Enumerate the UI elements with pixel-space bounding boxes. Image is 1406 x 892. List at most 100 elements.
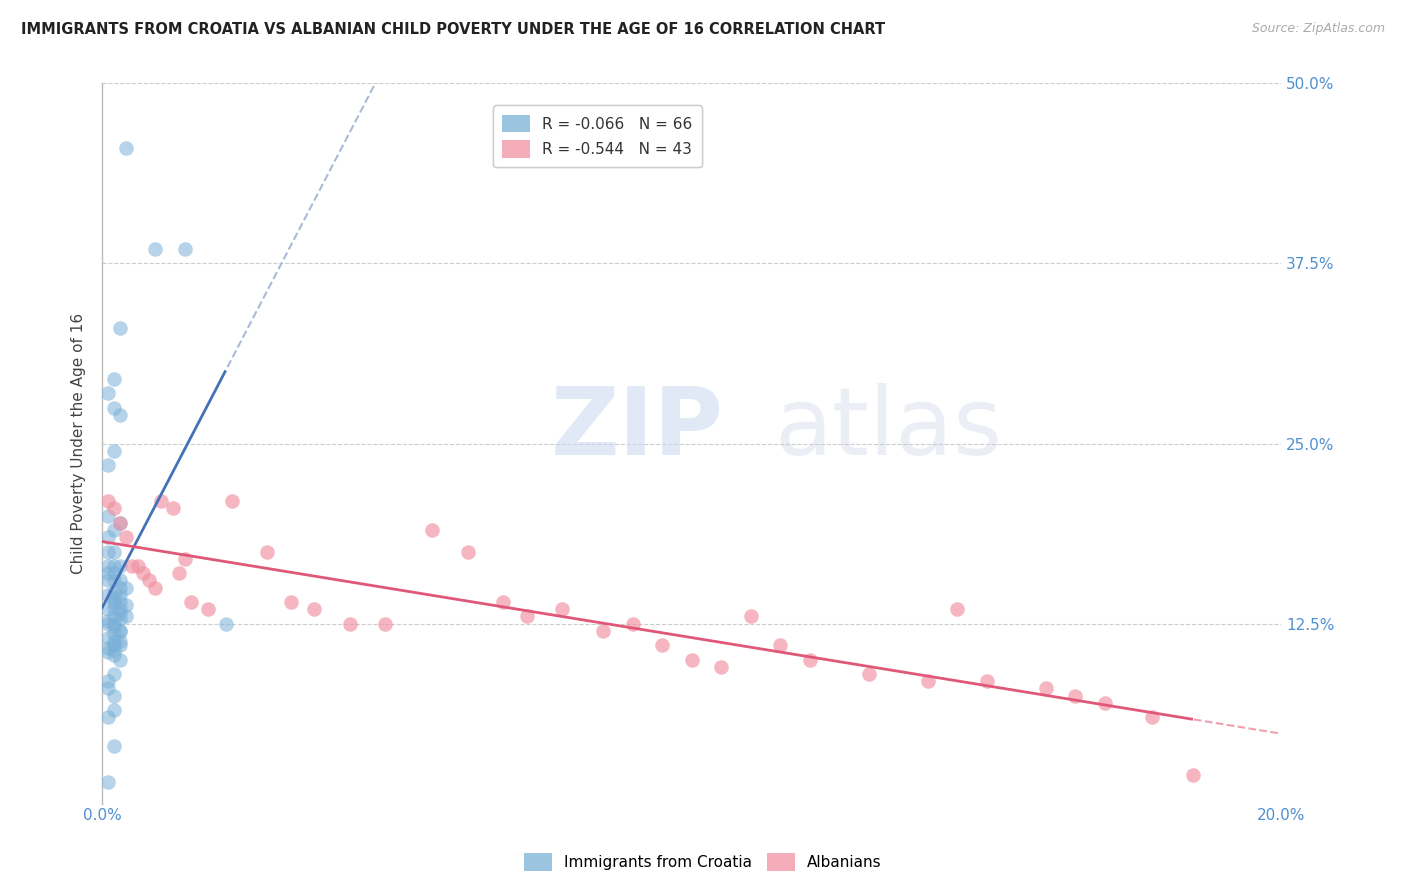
Point [108, 588, 131, 602]
Point [651, 638, 673, 652]
Point [108, 516, 131, 530]
Point [143, 581, 166, 595]
Point [1035, 681, 1057, 696]
Text: IMMIGRANTS FROM CROATIA VS ALBANIAN CHILD POVERTY UNDER THE AGE OF 16 CORRELATIO: IMMIGRANTS FROM CROATIA VS ALBANIAN CHIL… [21, 22, 886, 37]
Point [121, 558, 143, 573]
Point [108, 633, 131, 648]
Point [108, 612, 131, 626]
Point [108, 652, 131, 666]
Point [97, 641, 120, 656]
Point [97, 631, 120, 645]
Point [167, 566, 190, 581]
Point [108, 516, 131, 530]
Point [138, 574, 160, 588]
Point [97, 558, 120, 573]
Point [103, 648, 125, 663]
Y-axis label: Child Poverty Under the Age of 16: Child Poverty Under the Age of 16 [72, 313, 86, 574]
Point [256, 544, 278, 558]
Point [97, 386, 120, 401]
Point [97, 588, 120, 602]
Point [97, 710, 120, 724]
Point [103, 591, 125, 605]
Point [108, 638, 131, 652]
Point [516, 609, 538, 624]
Point [374, 616, 396, 631]
Point [621, 616, 644, 631]
Point [1094, 696, 1116, 710]
Point [1140, 710, 1163, 724]
Point [103, 566, 125, 581]
Point [740, 609, 762, 624]
Point [103, 626, 125, 640]
Text: ZIP: ZIP [550, 384, 723, 475]
Point [114, 598, 136, 612]
Point [108, 408, 131, 422]
Point [103, 638, 125, 652]
Point [108, 321, 131, 335]
Point [97, 674, 120, 689]
Point [197, 602, 219, 616]
Point [103, 667, 125, 681]
Point [422, 523, 444, 537]
Point [858, 667, 880, 681]
Point [108, 595, 131, 609]
Text: atlas: atlas [775, 384, 1002, 475]
Point [103, 689, 125, 703]
Point [97, 566, 120, 581]
Point [143, 242, 166, 256]
Point [127, 558, 149, 573]
Point [97, 645, 120, 659]
Point [103, 595, 125, 609]
Point [103, 401, 125, 415]
Point [162, 501, 184, 516]
Point [103, 501, 125, 516]
Point [215, 616, 238, 631]
Point [103, 558, 125, 573]
Point [592, 624, 614, 638]
Point [108, 581, 131, 595]
Point [97, 458, 120, 472]
Point [108, 602, 131, 616]
Point [339, 616, 361, 631]
Point [173, 242, 195, 256]
Point [114, 141, 136, 155]
Point [551, 602, 574, 616]
Point [97, 614, 120, 628]
Point [917, 674, 939, 689]
Point [1064, 689, 1087, 703]
Point [108, 624, 131, 638]
Point [976, 674, 998, 689]
Point [946, 602, 969, 616]
Point [108, 574, 131, 588]
Point [97, 602, 120, 616]
Point [103, 616, 125, 631]
Point [103, 443, 125, 458]
Point [97, 544, 120, 558]
Legend: Immigrants from Croatia, Albanians: Immigrants from Croatia, Albanians [515, 844, 891, 880]
Point [114, 530, 136, 544]
Point [681, 652, 703, 666]
Point [108, 607, 131, 621]
Point [103, 544, 125, 558]
Text: Source: ZipAtlas.com: Source: ZipAtlas.com [1251, 22, 1385, 36]
Point [97, 530, 120, 544]
Point [103, 372, 125, 386]
Point [180, 595, 202, 609]
Point [457, 544, 479, 558]
Point [103, 523, 125, 537]
Point [150, 494, 173, 508]
Point [108, 624, 131, 638]
Point [103, 703, 125, 717]
Point [114, 581, 136, 595]
Point [173, 551, 195, 566]
Point [103, 739, 125, 753]
Point [221, 494, 243, 508]
Point [304, 602, 326, 616]
Point [108, 558, 131, 573]
Point [280, 595, 302, 609]
Point [492, 595, 515, 609]
Point [97, 494, 120, 508]
Point [799, 652, 821, 666]
Legend: R = -0.066   N = 66, R = -0.544   N = 43: R = -0.066 N = 66, R = -0.544 N = 43 [494, 105, 702, 167]
Point [114, 609, 136, 624]
